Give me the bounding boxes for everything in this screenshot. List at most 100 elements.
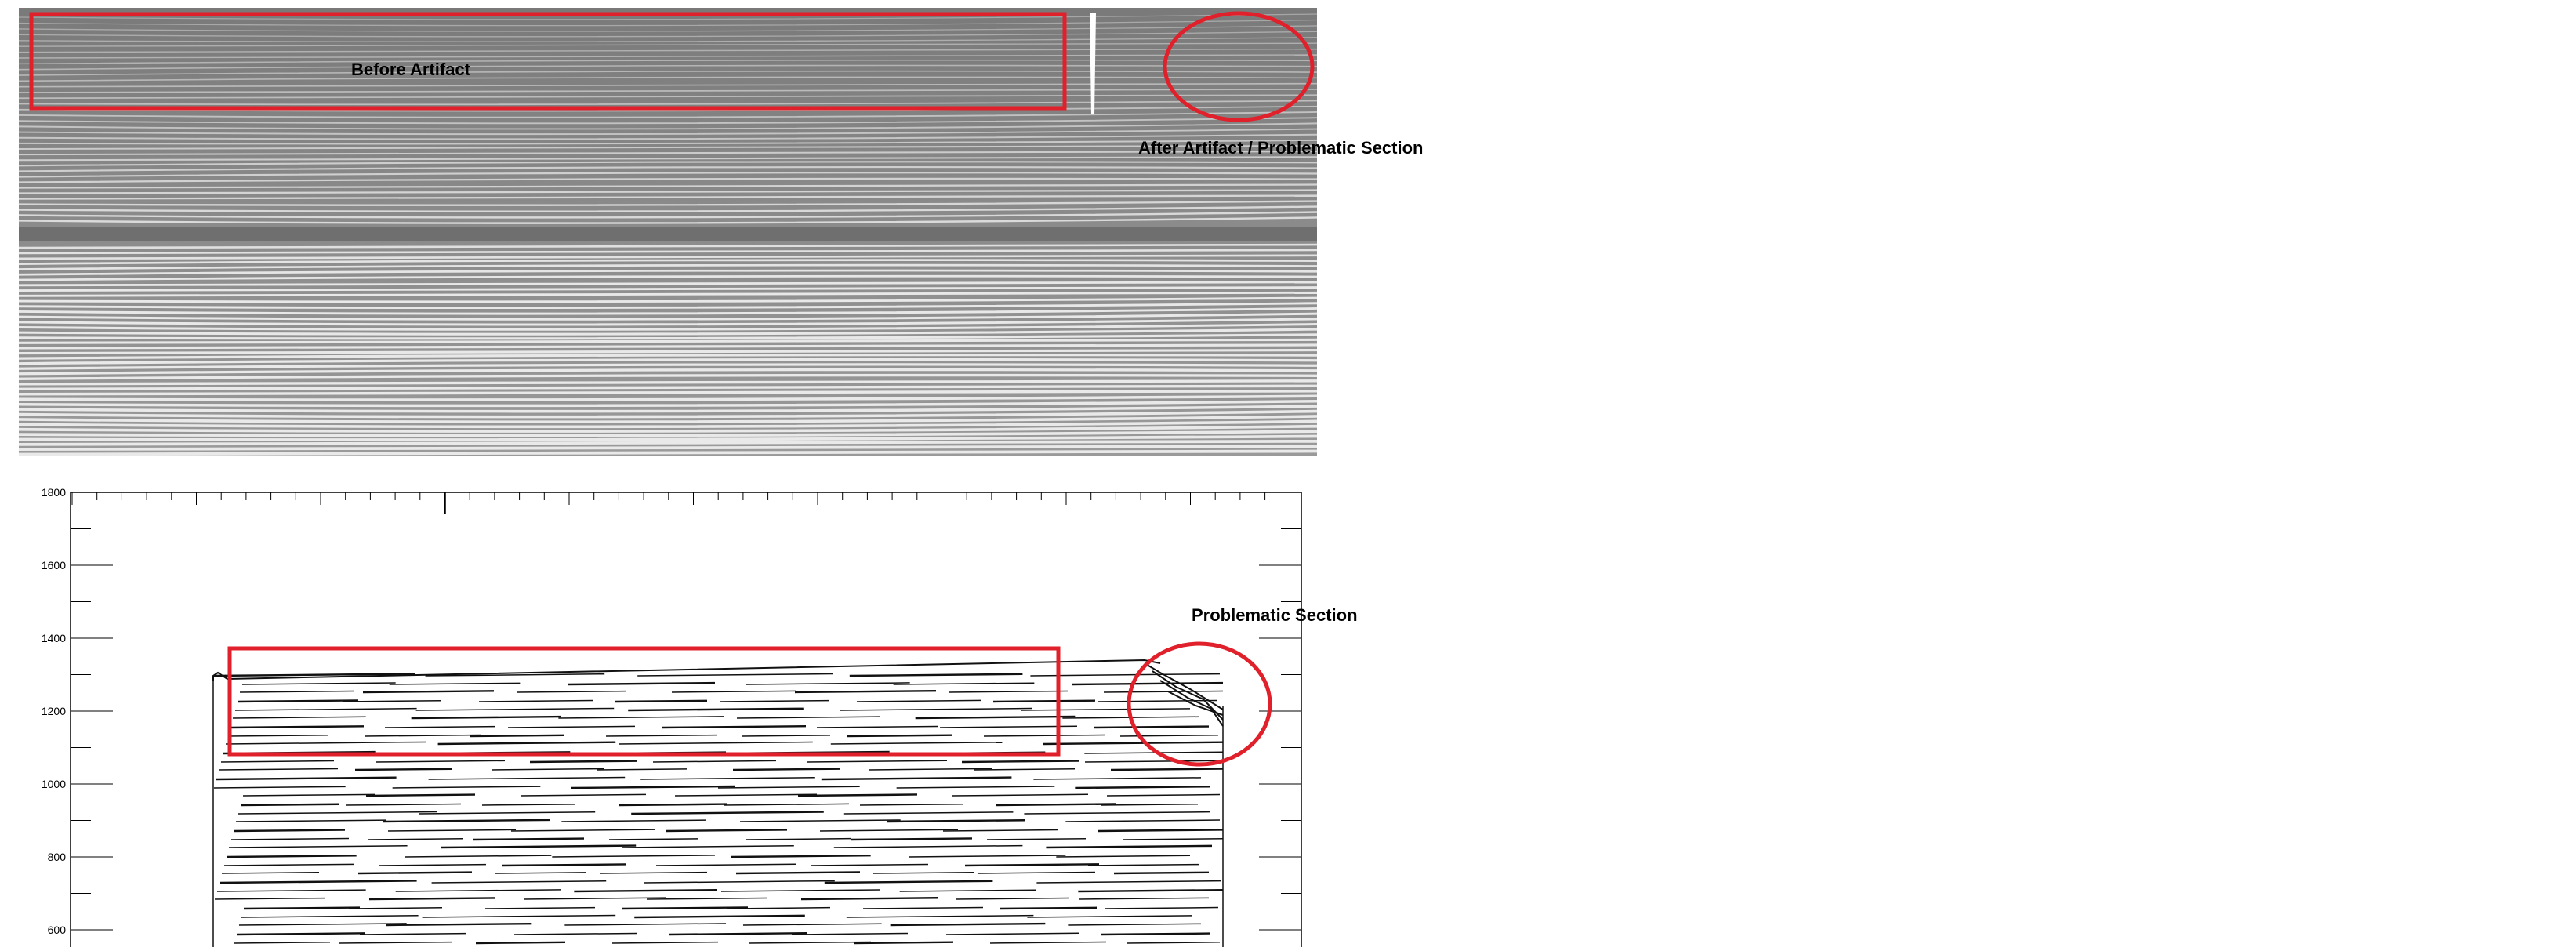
fringe-trace (378, 863, 487, 866)
fringe-trace (389, 682, 521, 685)
fringe-trace (732, 768, 840, 771)
fringe-line (19, 274, 1317, 281)
fringe-trace (999, 906, 1098, 910)
fringe-trace (484, 906, 596, 909)
fringe-trace (517, 690, 626, 693)
fringe-trace (234, 942, 331, 944)
fringe-trace (634, 914, 805, 919)
fringe-trace (847, 734, 952, 738)
fringe-line (19, 70, 1317, 76)
fringe-trace (1123, 837, 1224, 840)
fringe-trace (241, 682, 396, 685)
fringe-trace (665, 829, 788, 833)
fringe-line (19, 312, 1317, 321)
problematic-trace (1144, 662, 1224, 710)
fringe-trace (354, 768, 452, 771)
fringe-trace (791, 932, 909, 935)
fringe-trace (213, 786, 346, 789)
fringe-trace (384, 725, 496, 728)
fringe-trace (735, 871, 861, 875)
fringe-trace (428, 776, 626, 780)
fringe-trace (571, 785, 736, 789)
fringe-line (19, 13, 1317, 20)
fringe-trace (243, 906, 361, 910)
fringe-trace (386, 922, 532, 927)
fringe-trace (437, 741, 616, 746)
fringe-trace (230, 837, 350, 840)
fringe-trace (800, 897, 938, 901)
fringe-trace (481, 804, 575, 806)
fringe-trace (853, 941, 954, 945)
y-tick-label: 1400 (42, 632, 66, 644)
fringe-trace (939, 725, 1078, 728)
fringe-line (19, 64, 1317, 71)
fringe-line (19, 328, 1317, 336)
fringe-trace (339, 941, 452, 944)
fringe-trace (615, 699, 708, 703)
fringe-line (19, 384, 1317, 391)
fringe-trace (631, 811, 824, 815)
y-tick-label: 1000 (42, 778, 66, 790)
fringe-trace (1078, 897, 1210, 900)
fringe-trace (367, 838, 463, 840)
fringe-line (19, 405, 1317, 413)
fringe-trace (942, 829, 1059, 832)
fringe-line (19, 19, 1317, 27)
fringe-trace (1033, 777, 1202, 780)
fringe-trace (1103, 690, 1224, 693)
fringe-trace (216, 776, 397, 781)
fringe-trace (364, 734, 482, 737)
fringe-line (19, 419, 1317, 429)
fringe-trace (989, 941, 1107, 944)
fringe-trace (242, 793, 376, 797)
fringe-trace (1065, 819, 1221, 822)
fringe-trace (564, 923, 727, 926)
fringe-trace (405, 855, 552, 858)
fringe-line (19, 122, 1317, 130)
fringe-line (19, 363, 1317, 370)
fringe-line (19, 353, 1317, 360)
fringe-trace (720, 889, 880, 892)
fringe-trace (983, 734, 1105, 737)
fringe-trace (227, 734, 329, 737)
fringe-trace (1087, 863, 1200, 866)
fringe-line (19, 318, 1317, 326)
y-tick-label: 1600 (42, 559, 66, 572)
fringe-line (19, 368, 1317, 376)
fringe-trace (846, 914, 1034, 918)
fringe-line (19, 373, 1317, 380)
fringe-trace (1084, 751, 1224, 754)
fringe-trace (611, 941, 719, 944)
fringe-trace (977, 871, 1096, 874)
fringe-trace (415, 707, 615, 711)
fringe-trace (856, 699, 982, 702)
fringe-line (19, 37, 1317, 42)
fringe-trace (239, 690, 355, 693)
fringe-line (19, 390, 1317, 396)
fringe-trace (237, 699, 359, 703)
fringe-trace (558, 716, 725, 719)
fringe-trace (387, 829, 517, 832)
fringe-trace (1104, 906, 1219, 909)
fringe-trace (348, 907, 443, 909)
fringe-trace (850, 837, 973, 841)
fringe-line (19, 322, 1317, 331)
problematic-trace (1167, 691, 1224, 716)
fringe-line (19, 243, 1317, 249)
fringe-trace (830, 742, 1003, 745)
fringe-trace (472, 837, 585, 841)
fringe-line (19, 145, 1317, 151)
fringe-line (19, 117, 1317, 125)
fringe-trace (833, 844, 1023, 848)
fringe-trace (359, 932, 466, 935)
fringe-trace (742, 923, 882, 926)
fringe-trace (794, 690, 937, 694)
before-artifact-box (29, 12, 1067, 111)
fringe-trace (345, 803, 462, 806)
fringe-trace (478, 699, 594, 702)
fringe-trace (644, 880, 835, 884)
fringe-trace (655, 863, 797, 866)
fringe-trace (523, 897, 667, 900)
fringe-trace (368, 897, 496, 901)
